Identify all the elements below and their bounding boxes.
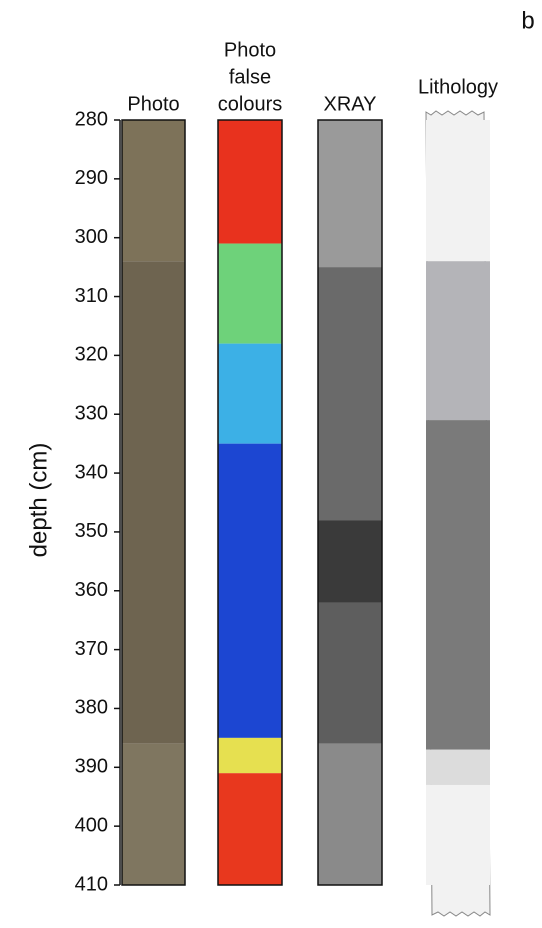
segment <box>218 443 282 738</box>
segment <box>318 120 382 268</box>
y-tick-label: 350 <box>75 520 108 542</box>
panel-label: b <box>521 7 534 34</box>
y-tick-label: 400 <box>75 814 108 836</box>
segment <box>122 120 185 262</box>
column-frame <box>121 119 186 886</box>
column-frame <box>217 119 283 886</box>
segment <box>426 261 490 421</box>
column-title: Photo <box>224 39 276 61</box>
column-title: false <box>229 66 271 88</box>
segment <box>318 267 382 521</box>
column-frame <box>317 119 383 886</box>
segment <box>426 420 490 750</box>
segment <box>218 773 282 885</box>
column-title: colours <box>218 93 282 115</box>
y-tick-label: 310 <box>75 285 108 307</box>
segment <box>426 784 490 885</box>
segment <box>218 120 282 244</box>
y-axis-label: depth (cm) <box>25 443 52 558</box>
y-tick-label: 410 <box>75 873 108 895</box>
y-tick-label: 340 <box>75 461 108 483</box>
segment <box>218 737 282 774</box>
y-tick-label: 360 <box>75 579 108 601</box>
y-tick-label: 390 <box>75 756 108 778</box>
column-title: Lithology <box>418 76 498 98</box>
y-tick-label: 320 <box>75 344 108 366</box>
segment <box>218 343 282 444</box>
y-tick-label: 330 <box>75 403 108 425</box>
y-tick-label: 380 <box>75 697 108 719</box>
segment <box>426 749 490 785</box>
y-tick-label: 280 <box>75 108 108 130</box>
segment <box>318 602 382 744</box>
segment <box>426 120 490 262</box>
segment <box>122 261 185 744</box>
column-title: XRAY <box>324 93 377 115</box>
segment <box>318 743 382 885</box>
column-title: Photo <box>127 93 179 115</box>
y-tick-label: 290 <box>75 167 108 189</box>
y-tick-label: 300 <box>75 226 108 248</box>
segment <box>122 743 185 885</box>
y-tick-label: 370 <box>75 638 108 660</box>
segment <box>218 243 282 344</box>
segment <box>318 520 382 603</box>
